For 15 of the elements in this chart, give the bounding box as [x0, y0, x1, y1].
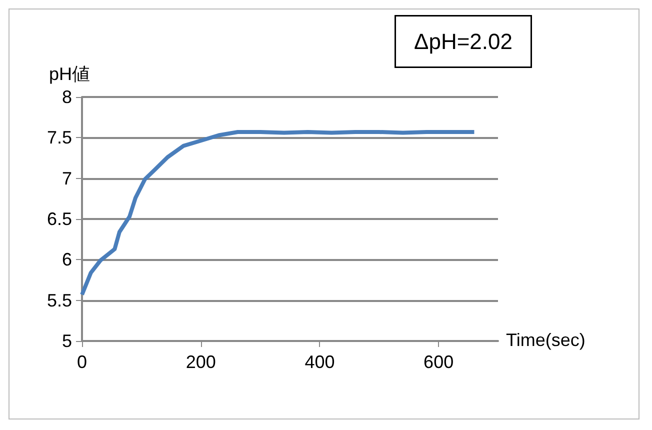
y-tick-label: 5.5	[46, 290, 72, 310]
line-series	[80, 130, 476, 297]
y-tick-label: 7	[62, 168, 72, 188]
y-tick-label: 7.5	[46, 128, 72, 148]
y-tick-label: 8	[62, 87, 72, 107]
x-tick-label: 200	[186, 352, 216, 372]
y-tick-label: 6	[62, 250, 72, 270]
x-axis-title: Time(sec)	[506, 330, 586, 350]
y-tick-label: 6.5	[46, 209, 72, 229]
text: ΔpH=2.02	[414, 29, 512, 54]
y-axis-title: pH値	[48, 64, 90, 84]
y-tick-label: 5	[62, 331, 72, 351]
x-tick-label: 600	[424, 352, 454, 372]
x-tick-label: 400	[304, 352, 335, 372]
x-tick-label: 0	[76, 352, 88, 372]
